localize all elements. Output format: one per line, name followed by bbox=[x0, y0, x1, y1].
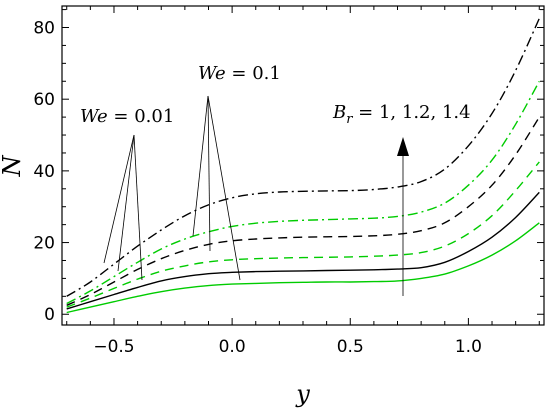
series-line-2 bbox=[66, 191, 540, 310]
y-axis-label: N bbox=[0, 155, 26, 178]
annotation-we-001-text: = 0.01 bbox=[108, 106, 175, 127]
annotation-pointer-line bbox=[117, 134, 135, 272]
y-tick-label: 80 bbox=[33, 19, 55, 39]
plot-frame bbox=[61, 5, 545, 326]
annotation-pointer-line bbox=[103, 134, 135, 264]
annotation-br-text: = 1, 1.2, 1.4 bbox=[352, 102, 470, 123]
series-line-3 bbox=[66, 161, 540, 308]
annotation-br: Br = 1, 1.2, 1.4 bbox=[332, 102, 471, 127]
x-axis-label: y bbox=[295, 380, 310, 408]
y-tick-label: 60 bbox=[33, 90, 55, 110]
annotation-br-subscript: r bbox=[346, 112, 353, 127]
annotation-we-001-symbol: We bbox=[80, 106, 108, 127]
y-tick-label: 40 bbox=[33, 162, 55, 182]
x-tick-label: −0.5 bbox=[93, 337, 134, 357]
annotation-we-01: We = 0.1 bbox=[198, 63, 281, 84]
annotation-pointer-line bbox=[207, 95, 241, 281]
x-tick-label: 0.0 bbox=[219, 337, 246, 357]
ticks: −0.5 0.0 0.5 1.0 0 20 40 60 80 bbox=[33, 6, 544, 357]
curves bbox=[66, 18, 540, 314]
x-tick-label: 1.0 bbox=[455, 337, 482, 357]
annotation-br-symbol: B bbox=[332, 102, 346, 123]
annotation-pointer-line bbox=[192, 95, 209, 237]
series-line-4 bbox=[66, 116, 540, 306]
annotation-pointer-line bbox=[207, 95, 211, 252]
x-tick-label: 0.5 bbox=[337, 337, 364, 357]
series-line-1 bbox=[66, 222, 540, 314]
annotation-we-01-symbol: We bbox=[198, 63, 226, 84]
annotation-we-001: We = 0.01 bbox=[80, 106, 174, 127]
series-line-6 bbox=[66, 18, 540, 297]
y-tick-label: 20 bbox=[33, 234, 55, 254]
annotation-pointers bbox=[103, 95, 409, 296]
y-tick-label: 0 bbox=[44, 305, 55, 325]
increase-arrow-head bbox=[397, 137, 409, 156]
annotation-we-01-text: = 0.1 bbox=[226, 63, 281, 84]
annotation-pointer-line bbox=[133, 134, 143, 281]
series-line-5 bbox=[66, 80, 540, 305]
